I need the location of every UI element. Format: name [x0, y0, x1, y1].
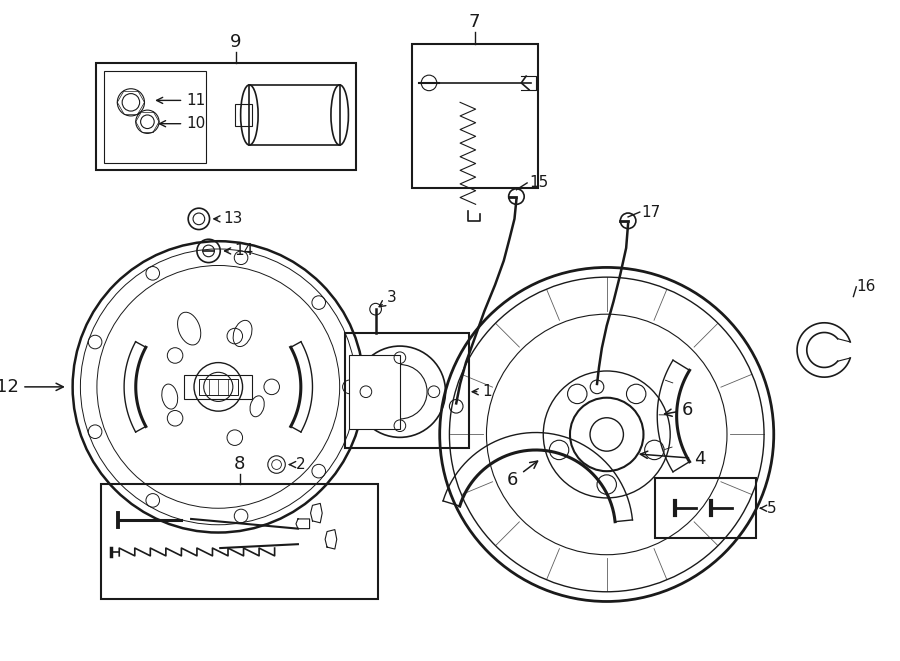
- Text: 4: 4: [640, 449, 706, 468]
- Text: 11: 11: [157, 93, 205, 108]
- Text: 8: 8: [234, 455, 246, 473]
- Text: 14: 14: [225, 243, 253, 258]
- Text: 9: 9: [230, 33, 241, 51]
- Text: 10: 10: [159, 116, 205, 131]
- Bar: [235, 104, 252, 126]
- Bar: [101, 484, 378, 599]
- Bar: [249, 85, 339, 145]
- Bar: [345, 333, 469, 448]
- Text: 6: 6: [508, 461, 537, 488]
- Bar: [199, 379, 238, 395]
- Text: 3: 3: [379, 290, 397, 307]
- Bar: [655, 478, 756, 538]
- Text: 6: 6: [664, 401, 693, 419]
- Text: 13: 13: [214, 212, 242, 226]
- Bar: [96, 63, 356, 171]
- Bar: [349, 355, 400, 428]
- Text: 12: 12: [0, 378, 63, 396]
- Text: 5: 5: [760, 501, 777, 516]
- Bar: [411, 44, 538, 188]
- Text: 17: 17: [642, 204, 661, 219]
- Bar: [104, 71, 206, 163]
- Bar: [184, 375, 252, 399]
- Text: 7: 7: [469, 13, 481, 32]
- Text: 16: 16: [856, 280, 876, 294]
- Text: 1: 1: [472, 384, 492, 399]
- Text: 2: 2: [290, 457, 306, 472]
- Text: 15: 15: [529, 175, 548, 190]
